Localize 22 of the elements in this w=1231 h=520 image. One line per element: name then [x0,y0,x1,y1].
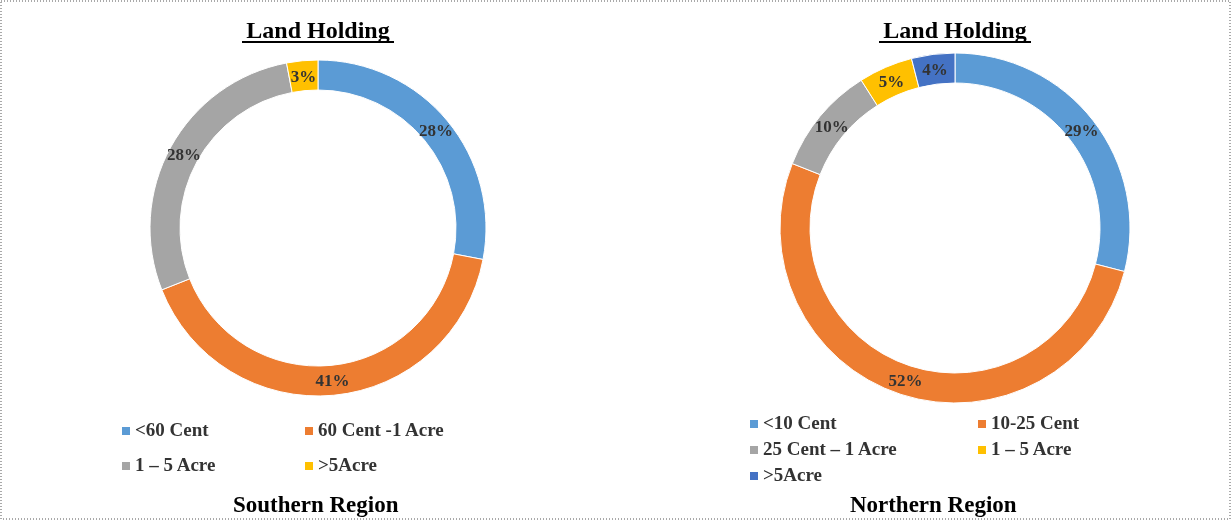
legend-label: <10 Cent [763,412,838,433]
legend-label: 1 – 5 Acre [991,438,1072,459]
text: Southern Region [233,492,399,517]
legend-label: 60 Cent -1 Acre [318,419,444,440]
data-label: 10% [814,117,849,137]
data-label: 28% [166,145,201,165]
data-label: 4% [922,60,948,80]
legend-label: <60 Cent [135,419,210,440]
data-label: 52% [888,371,923,391]
data-label: 5% [878,72,905,92]
data-label: 3% [290,66,317,86]
text: Northern Region [849,492,1017,517]
legend-label: >5Acre [763,464,823,485]
legend-label: 1 – 5 Acre [135,454,216,475]
data-label: 28% [418,121,453,141]
legend-label: >5Acre [318,454,378,475]
chart-title: Land Holding [883,17,1027,43]
data-label: 41% [315,371,350,391]
legend-label: 10-25 Cent [991,412,1080,433]
data-label: 29% [1064,120,1099,140]
legend-label: 25 Cent – 1 Acre [763,438,897,459]
chart-title: Land Holding [246,17,390,43]
